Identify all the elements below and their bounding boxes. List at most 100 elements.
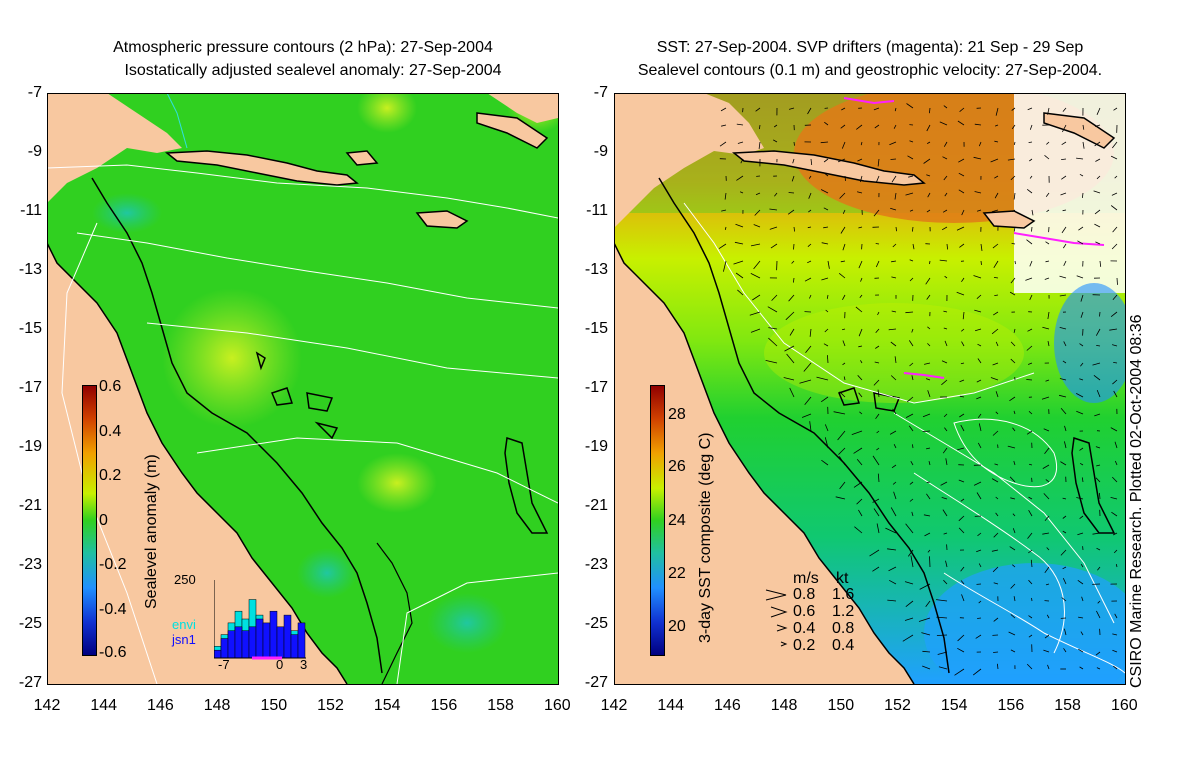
shelf-isobath (91, 177, 383, 674)
velocity-arrow (823, 343, 829, 347)
velocity-arrow (959, 413, 965, 418)
velocity-arrow (1079, 447, 1084, 451)
velocity-arrow (1007, 445, 1016, 449)
sealevel-contour (683, 202, 1035, 404)
velocity-arrow (927, 549, 931, 553)
velocity-arrow (1082, 141, 1085, 149)
velocity-arrow (1092, 532, 1101, 535)
velocity-arrow (1013, 596, 1016, 602)
velocity-arrow (1095, 446, 1101, 449)
latitude-tick-label: -9 (27, 143, 42, 160)
velocity-arrow (1011, 243, 1016, 245)
velocity-arrow (1028, 141, 1033, 143)
velocity-arrow (833, 411, 846, 415)
velocity-arrow (1062, 515, 1067, 519)
velocity-arrow (1079, 343, 1084, 347)
longitude-tick-label: 148 (770, 697, 798, 714)
velocity-arrow (973, 481, 982, 486)
velocity-arrow (809, 328, 812, 337)
velocity-arrow (739, 191, 744, 194)
velocity-arrow (925, 378, 931, 381)
velocity-arrow (977, 358, 982, 364)
velocity-arrow (885, 527, 897, 534)
velocity-arrow (753, 260, 761, 270)
velocity-arrow (943, 532, 948, 535)
velocity-arrow (893, 491, 897, 500)
velocity-arrow (890, 507, 897, 517)
velocity-arrow (909, 140, 914, 143)
velocity-arrow (924, 362, 931, 365)
velocity-arrow (774, 192, 778, 197)
velocity-arrow (1062, 578, 1067, 585)
velocity-arrow (974, 191, 982, 194)
velocity-arrow (993, 617, 999, 622)
velocity-arrow (936, 634, 948, 636)
velocity-arrow (1097, 600, 1101, 604)
velocity-arrow (1080, 311, 1084, 318)
velocity-arrow (838, 447, 846, 455)
velocity-arrow (1045, 379, 1050, 382)
velocity-arrow (765, 360, 778, 364)
velocity-arrow (959, 243, 965, 248)
velocity-arrow (1095, 158, 1101, 162)
velocity-arrow (919, 583, 931, 590)
velocity-arrow (1082, 192, 1084, 198)
velocity-arrow (823, 158, 829, 163)
velocity-arrow (1043, 649, 1050, 653)
velocity-arrow (1111, 192, 1118, 196)
velocity-arrow (793, 141, 795, 146)
velocity-arrow (758, 141, 761, 149)
velocity-arrow (750, 328, 761, 333)
left-colorbar-tick: 0.4 (99, 423, 122, 440)
latitude-tick-label: -27 (18, 674, 42, 691)
velocity-arrow (941, 379, 948, 386)
velocity-arrow (957, 647, 965, 653)
velocity-arrow (1078, 616, 1084, 619)
velocity-arrow (977, 617, 982, 619)
velocity-arrow (909, 259, 914, 262)
velocity-arrow (824, 437, 829, 449)
velocity-arrow (887, 548, 897, 551)
velocity-arrow (1077, 240, 1084, 245)
velocity-arrow (910, 460, 914, 466)
velocity-arrow (929, 107, 931, 114)
velocity-arrow (907, 549, 914, 557)
velocity-arrow (906, 103, 914, 109)
velocity-arrow (995, 496, 999, 500)
velocity-arrow (1111, 344, 1118, 347)
velocity-arrow (942, 509, 948, 517)
velocity-arrow (1112, 294, 1118, 301)
reef (270, 387, 293, 406)
velocity-arrow (755, 192, 761, 196)
velocity-arrow (1094, 124, 1101, 127)
left-title-line2: Isostatically adjusted sealevel anomaly:… (124, 62, 502, 79)
velocity-arrow (844, 175, 846, 181)
velocity-arrow (926, 209, 931, 213)
velocity-arrow (735, 272, 744, 279)
velocity-arrow (1096, 107, 1101, 115)
cool-water (924, 563, 1125, 684)
velocity-arrow (909, 498, 914, 502)
velocity-arrow (842, 362, 846, 366)
envi-track (166, 93, 188, 149)
velocity-arrow (1076, 275, 1084, 279)
velocity-arrow (1078, 648, 1084, 653)
velocity-arrow (944, 340, 948, 347)
velocity-arrow (793, 277, 795, 283)
velocity-arrow (1062, 124, 1067, 133)
pressure-contour (396, 572, 558, 684)
latitude-tick-label: -19 (18, 438, 42, 455)
velocity-arrow (784, 345, 795, 352)
velocity-arrow (856, 124, 863, 130)
latitude-tick-label: -25 (584, 615, 608, 632)
velocity-arrow (976, 209, 982, 212)
velocity-legend-header-kt: kt (836, 570, 849, 587)
velocity-arrow (961, 209, 965, 216)
velocity-arrow (1093, 190, 1101, 194)
velocity-arrow (977, 532, 982, 537)
velocity-arrow (1062, 360, 1067, 364)
velocity-arrow (1064, 441, 1067, 449)
velocity-arrow (1031, 597, 1033, 602)
velocity-arrow (1059, 378, 1067, 381)
velocity-arrow (1029, 260, 1033, 267)
